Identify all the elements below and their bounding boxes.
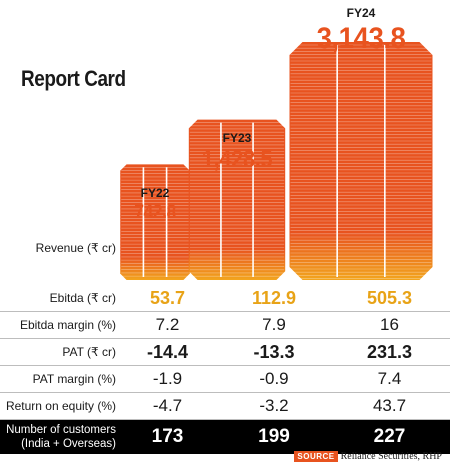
table-row-ebitda: Ebitda (₹ cr) 53.7 112.9 505.3 <box>0 285 450 312</box>
revenue-bar-fy22 <box>120 164 190 280</box>
table-cell: -14.4 <box>116 338 219 366</box>
table-cell: 7.9 <box>219 311 329 339</box>
table-cell: 173 <box>116 419 219 454</box>
value-label-fy23: 1,428.5 <box>201 146 273 173</box>
customers-label-line1: Number of customers <box>6 424 116 436</box>
table-cell: 7.4 <box>329 365 450 393</box>
table-cell: 16 <box>329 311 450 339</box>
value-label-fy22: 742.8 <box>134 202 176 223</box>
table-row-pat: PAT (₹ cr) -14.4 -13.3 231.3 <box>0 338 450 366</box>
table-cell: 7.2 <box>116 311 219 339</box>
table-cell: 231.3 <box>329 338 450 366</box>
table-cell: 53.7 <box>149 287 186 308</box>
row-label: Return on equity (%) <box>0 392 116 420</box>
source-text: Reliance Securities, RHP <box>340 451 442 462</box>
table-cell: 227 <box>329 419 450 454</box>
category-label-fy23: FY23 <box>222 131 252 145</box>
value-label-fy24: 3,143.8 <box>316 22 406 55</box>
source-tag: SOURCE <box>294 451 338 462</box>
source-note: SOURCE Reliance Securities, RHP <box>294 451 442 462</box>
category-label-fy22: FY22 <box>140 186 170 200</box>
bar-grid-lines <box>290 44 432 279</box>
table-cell: -3.2 <box>219 392 329 420</box>
revenue-bar-fy24 <box>289 42 433 280</box>
table-row-roe: Return on equity (%) -4.7 -3.2 43.7 <box>0 392 450 420</box>
row-label: PAT (₹ cr) <box>0 338 116 366</box>
metrics-table: Ebitda (₹ cr) 53.7 112.9 505.3 Ebitda ma… <box>0 285 450 454</box>
table-cell: 505.3 <box>366 287 413 308</box>
bar-grid-lines <box>121 167 189 277</box>
customers-label-line2: (India + Overseas) <box>21 438 116 450</box>
chart-title: Report Card <box>21 66 126 91</box>
table-cell: 199 <box>219 419 329 454</box>
row-label: PAT margin (%) <box>0 365 116 393</box>
table-cell: 43.7 <box>329 392 450 420</box>
row-label: Ebitda (₹ cr) <box>49 291 116 305</box>
table-row-customers: Number of customers (India + Overseas) 1… <box>0 419 450 454</box>
table-cell: -13.3 <box>219 338 329 366</box>
table-row-ebitda-margin: Ebitda margin (%) 7.2 7.9 16 <box>0 311 450 339</box>
revenue-chart <box>120 42 433 280</box>
bar-grid-lines <box>189 122 285 277</box>
category-label-fy24: FY24 <box>346 6 376 20</box>
table-cell: -1.9 <box>116 365 219 393</box>
row-label: Ebitda margin (%) <box>0 311 116 339</box>
table-row-pat-margin: PAT margin (%) -1.9 -0.9 7.4 <box>0 365 450 393</box>
row-label: Number of customers (India + Overseas) <box>0 419 116 454</box>
revenue-bar-fy23 <box>188 119 286 280</box>
revenue-axis-label: Revenue (₹ cr) <box>35 241 116 255</box>
table-cell: -4.7 <box>116 392 219 420</box>
table-cell: -0.9 <box>219 365 329 393</box>
table-cell: 112.9 <box>251 287 297 308</box>
